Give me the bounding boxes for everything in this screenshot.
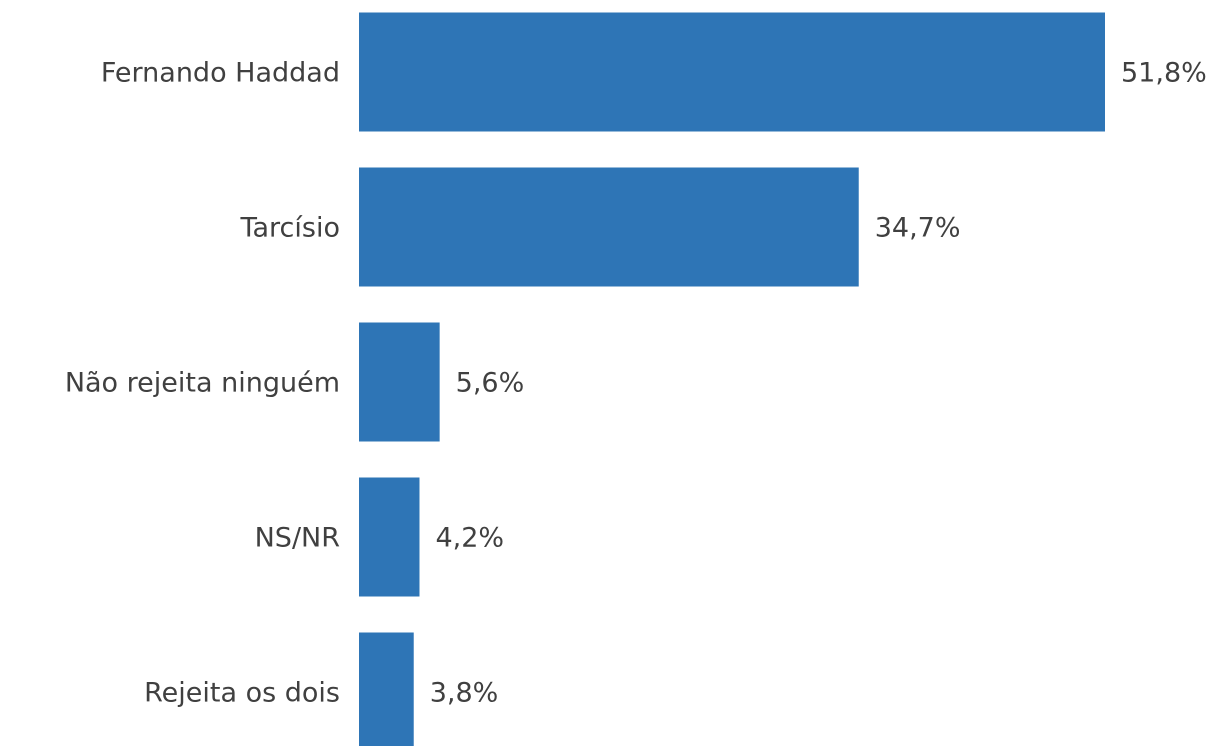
category-label: Fernando Haddad — [101, 58, 340, 89]
value-label: 3,8% — [430, 678, 499, 709]
category-label: Tarcísio — [239, 213, 340, 244]
value-label: 51,8% — [1121, 58, 1207, 89]
value-label: 4,2% — [435, 523, 504, 554]
bar — [359, 322, 440, 442]
category-label: Rejeita os dois — [144, 678, 340, 709]
bar — [359, 12, 1105, 132]
category-label: Não rejeita ninguém — [65, 368, 340, 399]
value-label: 5,6% — [456, 368, 525, 399]
value-label: 34,7% — [875, 213, 961, 244]
bar — [359, 167, 859, 287]
bar — [359, 632, 414, 746]
category-label: NS/NR — [255, 523, 340, 554]
bar — [359, 477, 420, 597]
